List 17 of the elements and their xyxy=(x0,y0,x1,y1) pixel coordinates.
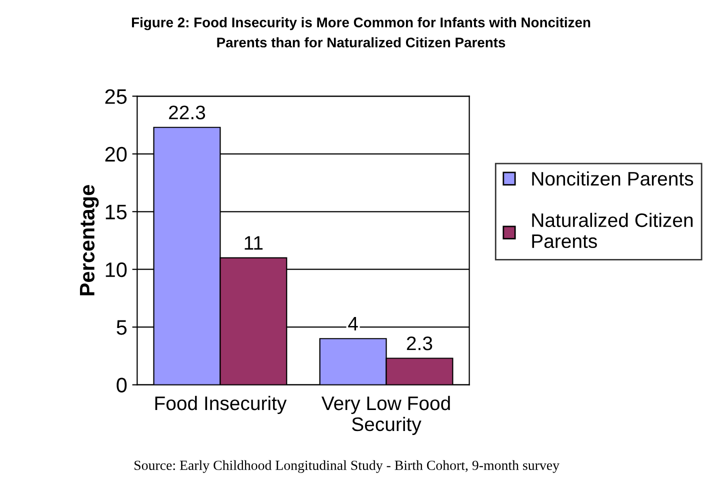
y-tick-label: 15 xyxy=(106,204,127,220)
y-tick-label: 5 xyxy=(116,320,127,335)
y-axis-title: Percentage xyxy=(80,185,99,296)
y-tick-label: 0 xyxy=(116,378,127,393)
y-tick-label: 20 xyxy=(105,146,127,162)
data-label: 22.3 xyxy=(169,106,206,120)
chart-title: Figure 2: Food Insecurity is More Common for Infants with Noncitizen Parents than for Naturalized Citizen Parents xyxy=(132,17,590,48)
data-label: 4 xyxy=(348,317,358,330)
y-tick-label: 10 xyxy=(106,262,127,278)
x-tick-label: Very Low Food Security xyxy=(322,396,450,435)
data-label: 2.3 xyxy=(406,336,432,350)
data-label: 11 xyxy=(244,236,263,250)
legend-label: Naturalized Citizen Parents xyxy=(532,212,693,248)
y-tick-label: 25 xyxy=(105,89,127,104)
source-note: Source: Early Childhood Longitudinal Study - Birth Cohort, 9-month survey xyxy=(134,460,560,473)
x-tick-label: Food Insecurity xyxy=(155,396,287,414)
legend-label: Noncitizen Parents xyxy=(532,171,694,186)
